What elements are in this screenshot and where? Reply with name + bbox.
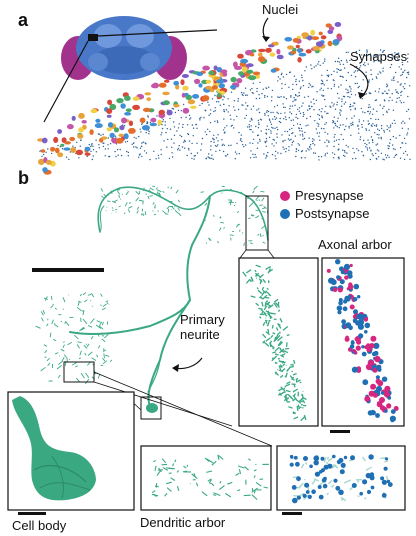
nuclei-band: [37, 22, 343, 175]
synapses-label: Synapses: [350, 49, 408, 64]
neuron-morphology: [69, 186, 269, 407]
legend-postsynapse-label: Postsynapse: [295, 206, 370, 221]
legend-presynapse-label: Presynapse: [295, 188, 364, 203]
scale-bar-cell-body: [18, 512, 46, 515]
axon-zoom-synapse-render: [326, 259, 399, 423]
zoom-line-upper: [97, 29, 218, 37]
dendrite-twigs: [35, 292, 113, 385]
zoom-line-lower: [43, 40, 89, 123]
primary-neurite-label-2: neurite: [180, 327, 220, 342]
legend-presynapse: Presynapse: [280, 188, 364, 203]
top-arbor-twigs: [100, 185, 269, 247]
panel-label-a: a: [18, 10, 29, 30]
box-dendrite-region: [63, 361, 95, 383]
postsynapse-swatch: [280, 208, 290, 219]
cell-body-label: Cell body: [12, 518, 67, 533]
box-cell-body-region: [140, 396, 162, 420]
primary-neurite-label-1: Primary: [180, 312, 225, 327]
axon-zoom-green-render: [242, 264, 307, 422]
nuclei-label: Nuclei: [262, 2, 299, 17]
cell-body-small: [146, 403, 158, 413]
dendrite-zoom-box-green: [140, 445, 272, 511]
scale-bar-main: [32, 268, 104, 272]
synapses-arrow: [349, 63, 369, 97]
cell-body-render: [12, 396, 96, 501]
scale-bar-dendrite: [282, 512, 302, 515]
axon-zoom-box-green: [238, 257, 319, 427]
panel-label-b: b: [18, 168, 29, 188]
dendritic-arbor-label: Dendritic arbor: [140, 515, 226, 530]
box-axon-region: [245, 195, 269, 251]
scale-bar-axon: [330, 430, 350, 433]
dendrite-zoom-green-render: [151, 454, 270, 501]
legend-postsynapse: Postsynapse: [280, 206, 369, 221]
dendrite-zoom-synapse-render: [289, 454, 393, 504]
axonal-arbor-label: Axonal arbor: [318, 237, 392, 252]
synapse-dot-field: [39, 49, 411, 161]
brain-render: [61, 16, 187, 80]
presynapse-swatch: [280, 190, 290, 201]
